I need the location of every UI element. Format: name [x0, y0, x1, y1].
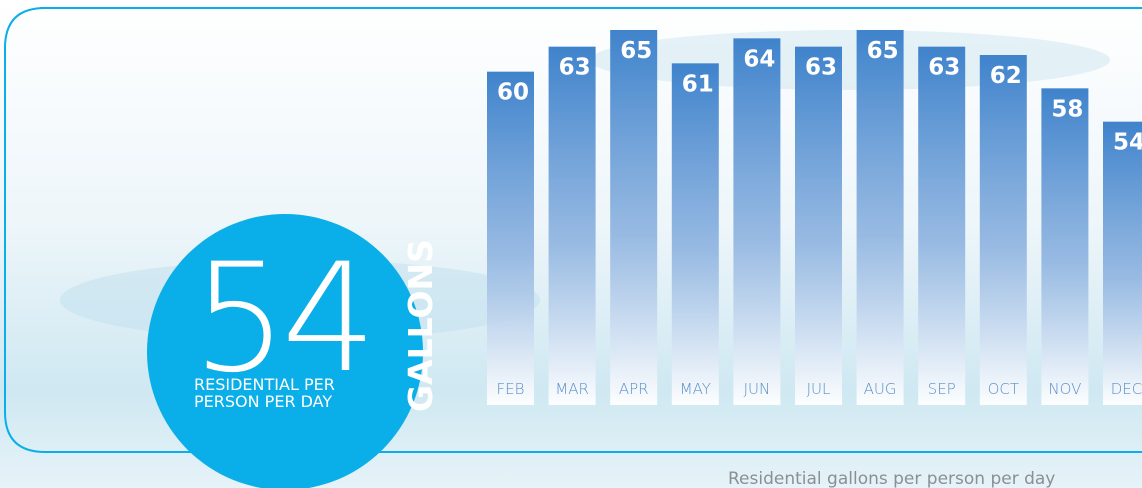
value-label: 63	[559, 55, 591, 81]
value-label: 63	[805, 55, 837, 81]
x-tick-label: FEB	[497, 380, 525, 398]
x-tick-label: AUG	[864, 380, 897, 398]
x-tick-label: APR	[619, 380, 649, 398]
bar	[918, 47, 965, 405]
chart: 60 FEB 63 MAR 65 APR 61 MAY 64 JUN 63 JUL 65 AUG 63 SEP…	[0, 0, 1142, 488]
bar	[857, 30, 904, 405]
value-label: 65	[867, 38, 899, 64]
value-label: 61	[682, 71, 714, 97]
bar	[549, 47, 596, 405]
water-splash	[590, 30, 1110, 90]
bar	[487, 72, 534, 405]
x-tick-label: JUN	[744, 380, 771, 398]
x-tick-label: NOV	[1048, 380, 1081, 398]
x-tick-label: JUL	[807, 380, 831, 398]
x-tick-label: OCT	[988, 380, 1019, 398]
bar	[672, 63, 719, 405]
bar	[733, 38, 780, 405]
bar	[795, 47, 842, 405]
highlight-label: PERSON PER DAY	[194, 392, 332, 411]
bar	[1041, 88, 1088, 405]
value-label: 63	[928, 55, 960, 81]
x-tick-label: MAR	[555, 380, 589, 398]
x-tick-label: SEP	[928, 380, 956, 398]
value-label: 65	[620, 38, 652, 64]
caption: Residential gallons per person per day	[728, 469, 1055, 488]
x-tick-label: DEC	[1111, 380, 1142, 398]
bar	[610, 30, 657, 405]
highlight-unit: GALLONS	[401, 239, 440, 412]
x-tick-label: MAY	[680, 380, 711, 398]
value-label: 64	[743, 46, 775, 72]
value-label: 62	[990, 63, 1022, 89]
bar	[980, 55, 1027, 405]
value-label: 54	[1113, 130, 1142, 156]
value-label: 60	[497, 80, 529, 106]
bar	[1103, 122, 1142, 405]
value-label: 58	[1051, 96, 1083, 122]
